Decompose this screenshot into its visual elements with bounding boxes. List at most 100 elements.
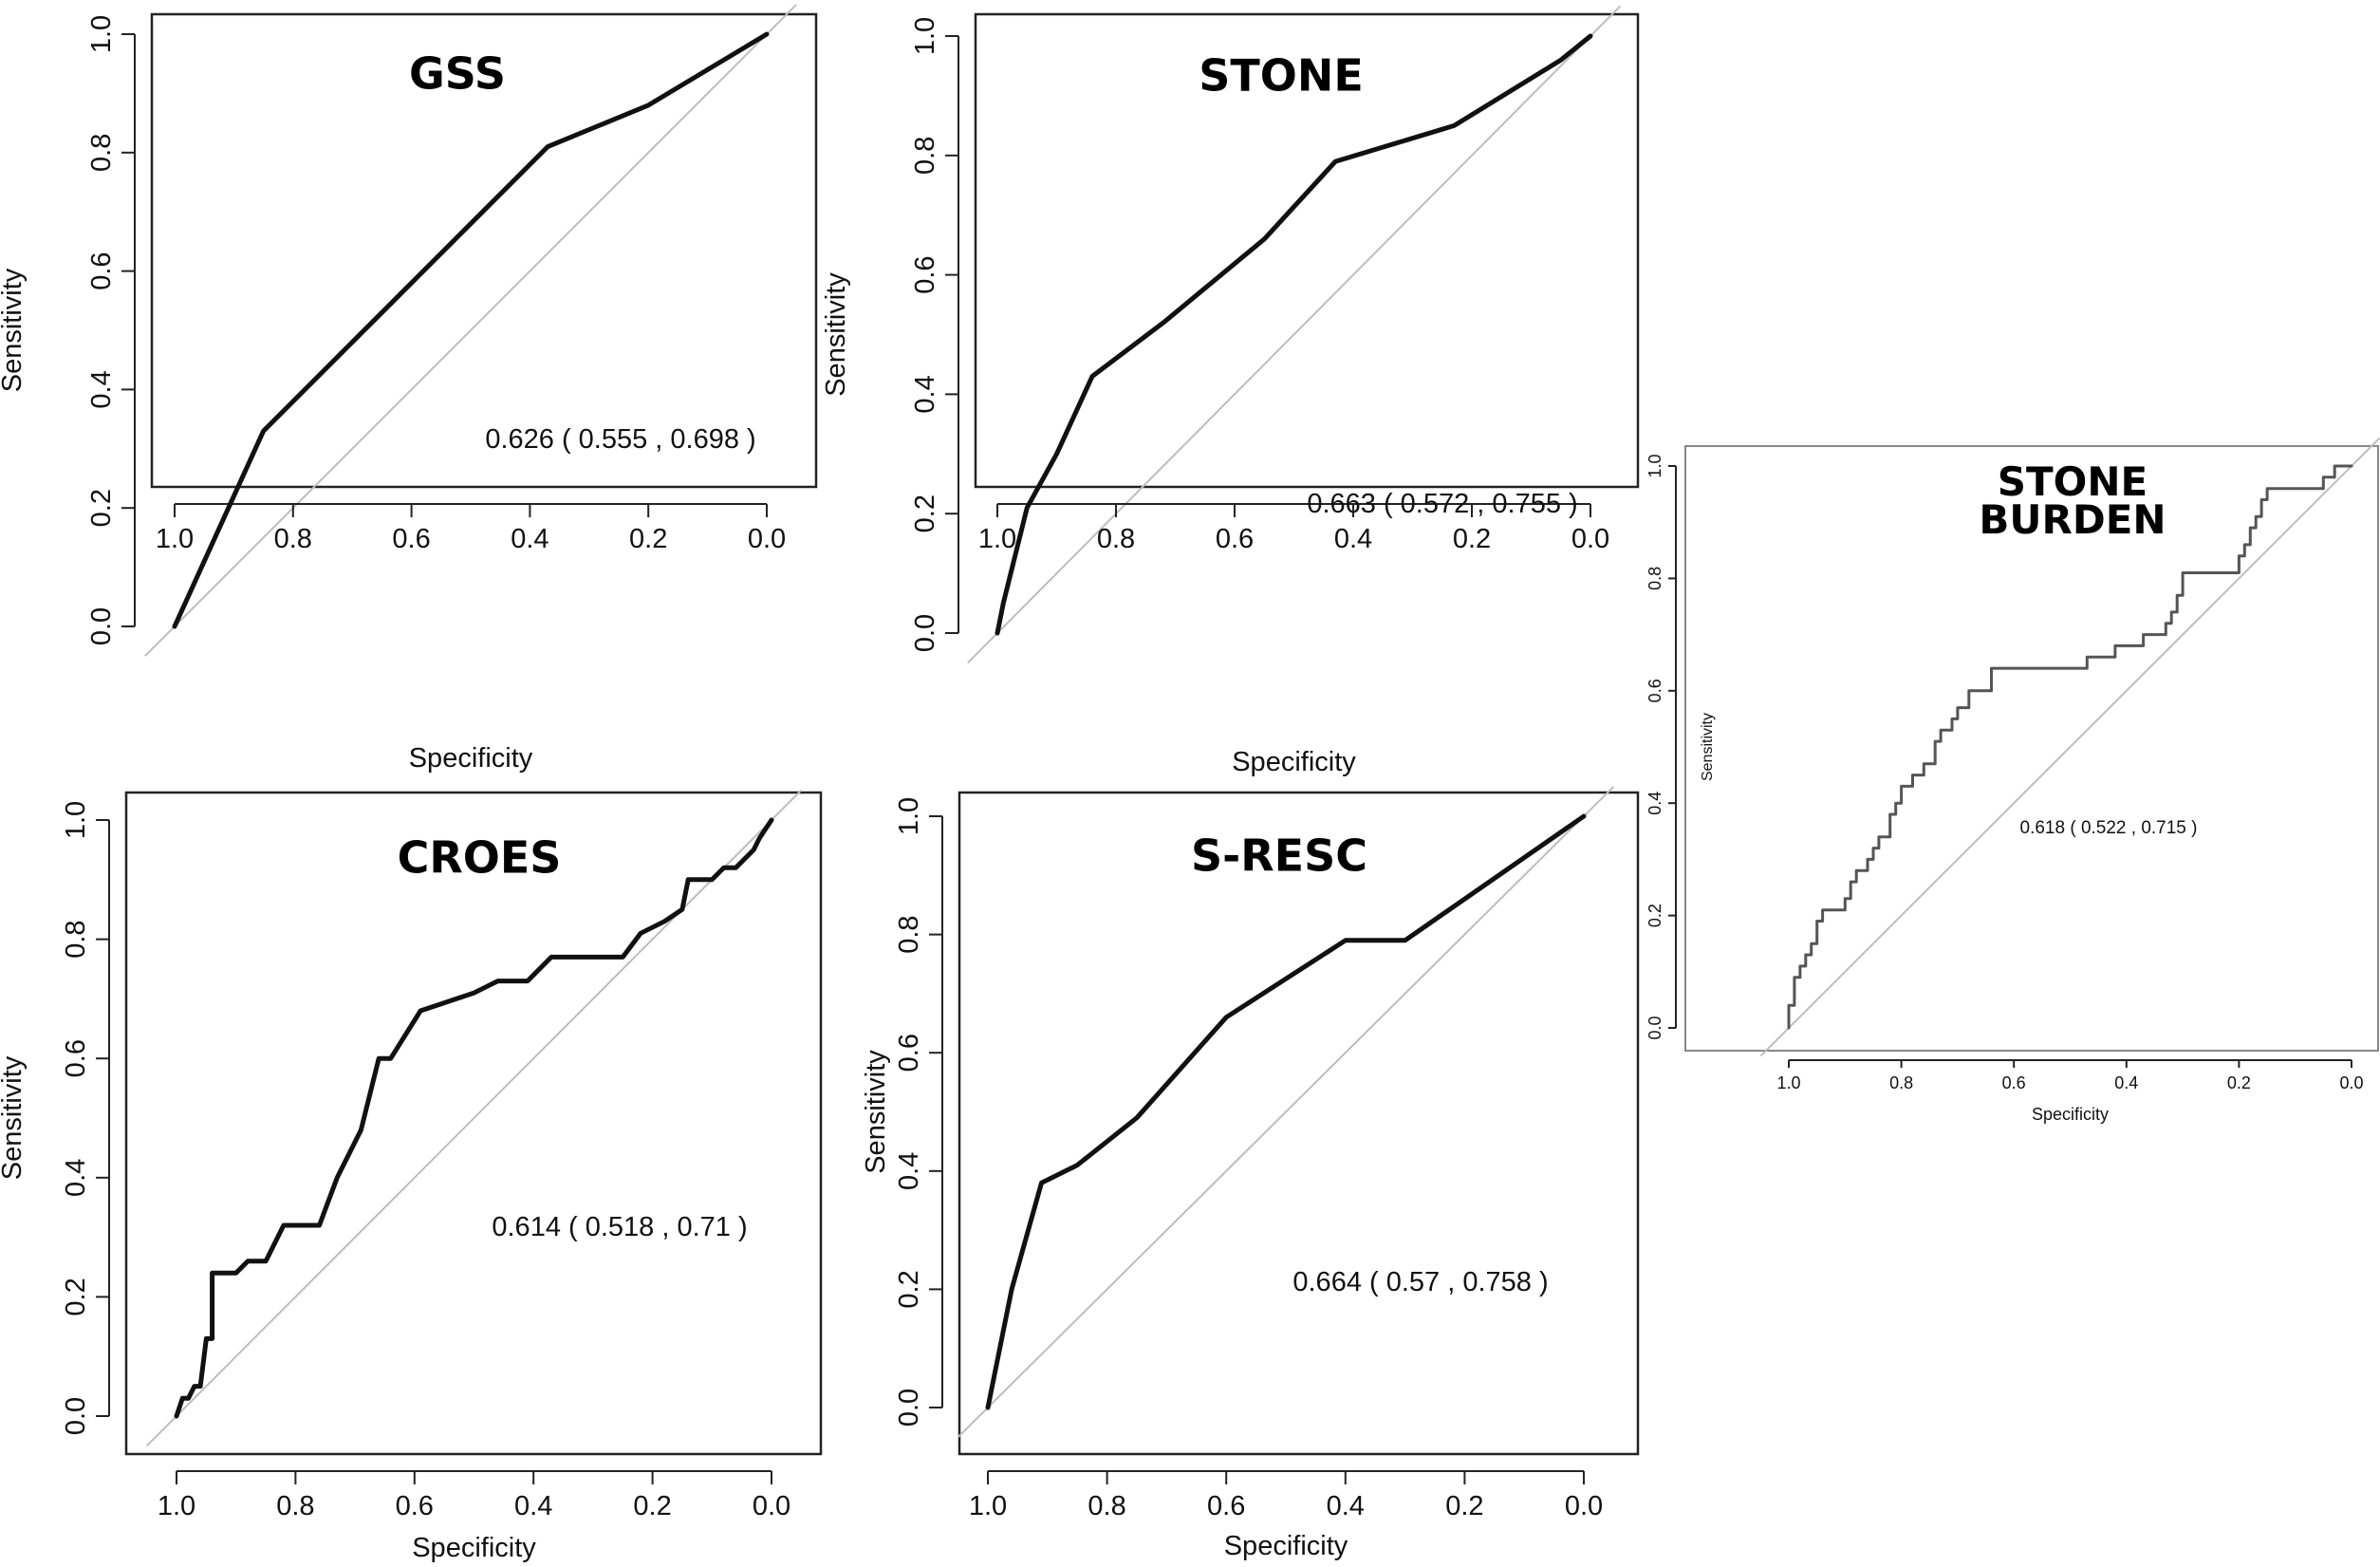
x-tick-label: 1.0 bbox=[969, 1491, 1007, 1521]
roc-curve bbox=[174, 817, 774, 1419]
plot-frame bbox=[1684, 445, 2379, 1052]
x-axis-title: Specificity bbox=[1232, 747, 1356, 777]
x-tick-label: 0.6 bbox=[1216, 524, 1254, 554]
y-tick-label: 0.8 bbox=[1646, 567, 1664, 590]
y-tick-label: 0.2 bbox=[894, 1270, 924, 1308]
x-tick-label: 0.2 bbox=[2227, 1073, 2251, 1092]
y-axis-title: Sensitivity bbox=[1700, 713, 1716, 781]
y-tick-label: 1.0 bbox=[910, 17, 940, 55]
reference-diagonal bbox=[144, 4, 797, 657]
y-tick-label: 1.0 bbox=[894, 797, 924, 835]
x-tick-label: 0.2 bbox=[1453, 524, 1491, 554]
panel-title: STONE bbox=[1199, 50, 1364, 102]
y-tick-label: 0.6 bbox=[894, 1034, 924, 1072]
plot-frame bbox=[150, 12, 818, 489]
x-axis-title: Specificity bbox=[409, 743, 533, 774]
x-tick-label: 0.4 bbox=[514, 1491, 552, 1521]
y-tick-label: 0.0 bbox=[1646, 1016, 1664, 1039]
y-tick-label: 0.0 bbox=[910, 614, 940, 652]
x-tick-label: 0.8 bbox=[1088, 1491, 1125, 1521]
x-tick-label: 1.0 bbox=[1776, 1073, 1800, 1092]
roc-panel-stone: 1.0 0.8 0.6 0.4 0.2 0.0 0.0 0.2 0.4 0.6 0.8 1.0 Spec… bbox=[821, 5, 1640, 777]
panel-title: S-RESC bbox=[1191, 830, 1367, 882]
y-tick-label: 0.2 bbox=[86, 489, 117, 527]
auc-annotation: 0.618 ( 0.522 , 0.715 ) bbox=[2020, 818, 2198, 838]
y-tick-label: 0.8 bbox=[86, 134, 117, 172]
x-tick-label: 0.2 bbox=[629, 524, 667, 554]
y-tick-label: 0.6 bbox=[61, 1039, 91, 1077]
x-tick-label: 0.4 bbox=[1327, 1491, 1365, 1521]
x-tick-label: 0.4 bbox=[2114, 1073, 2138, 1092]
y-tick-label: 1.0 bbox=[1646, 454, 1664, 477]
x-tick-label: 0.8 bbox=[274, 524, 312, 554]
plot-frame bbox=[124, 791, 823, 1456]
x-tick-label: 1.0 bbox=[978, 524, 1016, 554]
y-tick-label: 0.4 bbox=[61, 1159, 91, 1197]
x-tick-label: 0.8 bbox=[276, 1491, 314, 1521]
roc-curve bbox=[995, 33, 1593, 636]
y-tick-label: 0.4 bbox=[86, 370, 117, 408]
auc-annotation: 0.664 ( 0.57 , 0.758 ) bbox=[1292, 1267, 1548, 1297]
y-tick-label: 0.8 bbox=[894, 915, 924, 953]
roc-panel-gss: 1.0 0.8 0.6 0.4 0.2 0.0 0.0 0.2 0.4 0.6 0.8 1.0 Spec… bbox=[0, 4, 818, 774]
y-tick-label: 1.0 bbox=[61, 801, 91, 839]
x-tick-label: 1.0 bbox=[156, 524, 194, 554]
y-tick-label: 0.4 bbox=[910, 375, 940, 413]
y-tick-label: 0.0 bbox=[86, 607, 117, 645]
auc-annotation: 0.626 ( 0.555 , 0.698 ) bbox=[485, 424, 755, 455]
plot-frame bbox=[958, 791, 1640, 1456]
x-tick-label: 0.6 bbox=[396, 1491, 434, 1521]
x-tick-label: 1.0 bbox=[158, 1491, 195, 1521]
panel-title: BURDEN bbox=[1979, 496, 2166, 543]
x-axis-title: Specificity bbox=[412, 1533, 536, 1563]
y-tick-label: 0.8 bbox=[61, 920, 91, 958]
y-tick-label: 0.4 bbox=[1646, 792, 1664, 815]
x-tick-label: 0.8 bbox=[1889, 1073, 1913, 1092]
x-tick-label: 0.0 bbox=[753, 1491, 790, 1521]
reference-diagonal bbox=[1759, 437, 2380, 1057]
roc-curve bbox=[172, 31, 770, 629]
roc-curve bbox=[985, 813, 1587, 1410]
y-tick-label: 0.0 bbox=[61, 1397, 91, 1435]
x-axis-title: Specificity bbox=[1224, 1531, 1348, 1561]
y-tick-label: 0.6 bbox=[86, 252, 117, 289]
panel-title: GSS bbox=[409, 48, 506, 100]
y-tick-label: 0.4 bbox=[894, 1152, 924, 1190]
auc-annotation: 0.663 ( 0.572 , 0.755 ) bbox=[1307, 489, 1577, 519]
x-tick-label: 0.0 bbox=[1565, 1491, 1603, 1521]
y-tick-label: 0.2 bbox=[910, 494, 940, 532]
auc-annotation: 0.614 ( 0.518 , 0.71 ) bbox=[492, 1212, 747, 1242]
x-tick-label: 0.2 bbox=[633, 1491, 671, 1521]
x-tick-label: 0.4 bbox=[1334, 524, 1372, 554]
panel-title: STONE bbox=[1998, 458, 2148, 505]
x-tick-label: 0.6 bbox=[1207, 1491, 1245, 1521]
y-tick-label: 0.8 bbox=[910, 137, 940, 175]
reference-diagonal bbox=[967, 5, 1621, 664]
y-tick-label: 0.0 bbox=[894, 1389, 924, 1427]
y-axis-title: Sensitivity bbox=[821, 272, 851, 397]
x-tick-label: 0.0 bbox=[1571, 524, 1609, 554]
reference-diagonal bbox=[957, 786, 1615, 1438]
x-tick-label: 0.6 bbox=[2002, 1073, 2026, 1092]
x-axis-title: Specificity bbox=[2032, 1105, 2109, 1124]
roc-panel-croes: 1.0 0.8 0.6 0.4 0.2 0.0 0.0 0.2 0.4 0.6 0.8 1.0 Spec… bbox=[0, 789, 823, 1563]
y-tick-label: 0.6 bbox=[1646, 679, 1664, 702]
plot-frame bbox=[974, 12, 1640, 489]
x-tick-label: 0.8 bbox=[1097, 524, 1135, 554]
y-tick-label: 0.2 bbox=[1646, 904, 1664, 927]
y-axis-title: Sensitivity bbox=[0, 1055, 28, 1180]
y-axis-title: Sensitivity bbox=[0, 268, 28, 392]
x-tick-label: 0.2 bbox=[1445, 1491, 1483, 1521]
x-tick-label: 0.0 bbox=[2339, 1073, 2363, 1092]
roc-panel-stone-burden: 1.0 0.8 0.6 0.4 0.2 0.0 0.0 0.2 0.4 0.6 0.8 1.0 Spec… bbox=[1646, 437, 2380, 1124]
y-tick-label: 0.6 bbox=[910, 255, 940, 293]
roc-curve bbox=[1787, 464, 2353, 1030]
x-tick-label: 0.4 bbox=[511, 524, 549, 554]
panel-title: CROES bbox=[398, 832, 562, 884]
y-axis-title: Sensitivity bbox=[861, 1050, 891, 1174]
reference-diagonal bbox=[145, 789, 803, 1447]
y-tick-label: 0.2 bbox=[61, 1278, 91, 1315]
roc-panel-s-resc: 1.0 0.8 0.6 0.4 0.2 0.0 0.0 0.2 0.4 0.6 0.8 1.0 Spec… bbox=[861, 786, 1640, 1561]
x-tick-label: 0.6 bbox=[392, 524, 430, 554]
